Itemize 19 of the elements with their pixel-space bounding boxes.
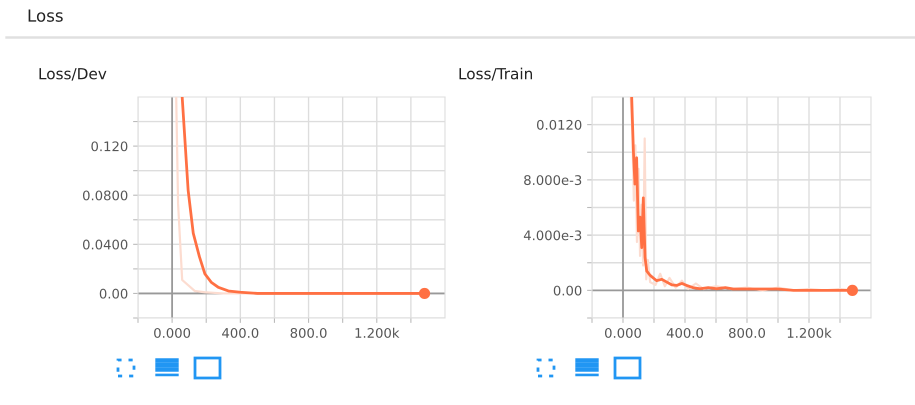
y-tick-label: 0.00 — [100, 288, 128, 299]
y-tick-label: 0.120 — [91, 141, 128, 152]
x-tick-label: 400.0 — [666, 328, 704, 338]
x-tick-label: 800.0 — [290, 328, 327, 338]
x-tick-label: 1.200k — [356, 328, 400, 338]
x-tick-label: 0.000 — [604, 328, 642, 338]
chart-title: Loss/Dev — [40, 68, 106, 81]
chart-title: Loss/Train — [460, 68, 532, 81]
y-tick-label: 8.000e-3 — [524, 175, 582, 186]
y-tick-label: 0.0800 — [82, 190, 128, 200]
y-tick-label: 4.000e-3 — [524, 230, 582, 240]
x-tick-label: 1.200k — [788, 328, 832, 338]
y-tick-label: 0.0120 — [536, 120, 582, 130]
y-tick-label: 0.00 — [554, 286, 582, 296]
text: Loss — [28, 9, 63, 22]
x-tick-label: 400.0 — [222, 328, 258, 338]
x-tick-label: 800.0 — [729, 328, 766, 338]
x-tick-label: 0.000 — [154, 328, 190, 338]
y-tick-label: 0.0400 — [82, 240, 128, 250]
